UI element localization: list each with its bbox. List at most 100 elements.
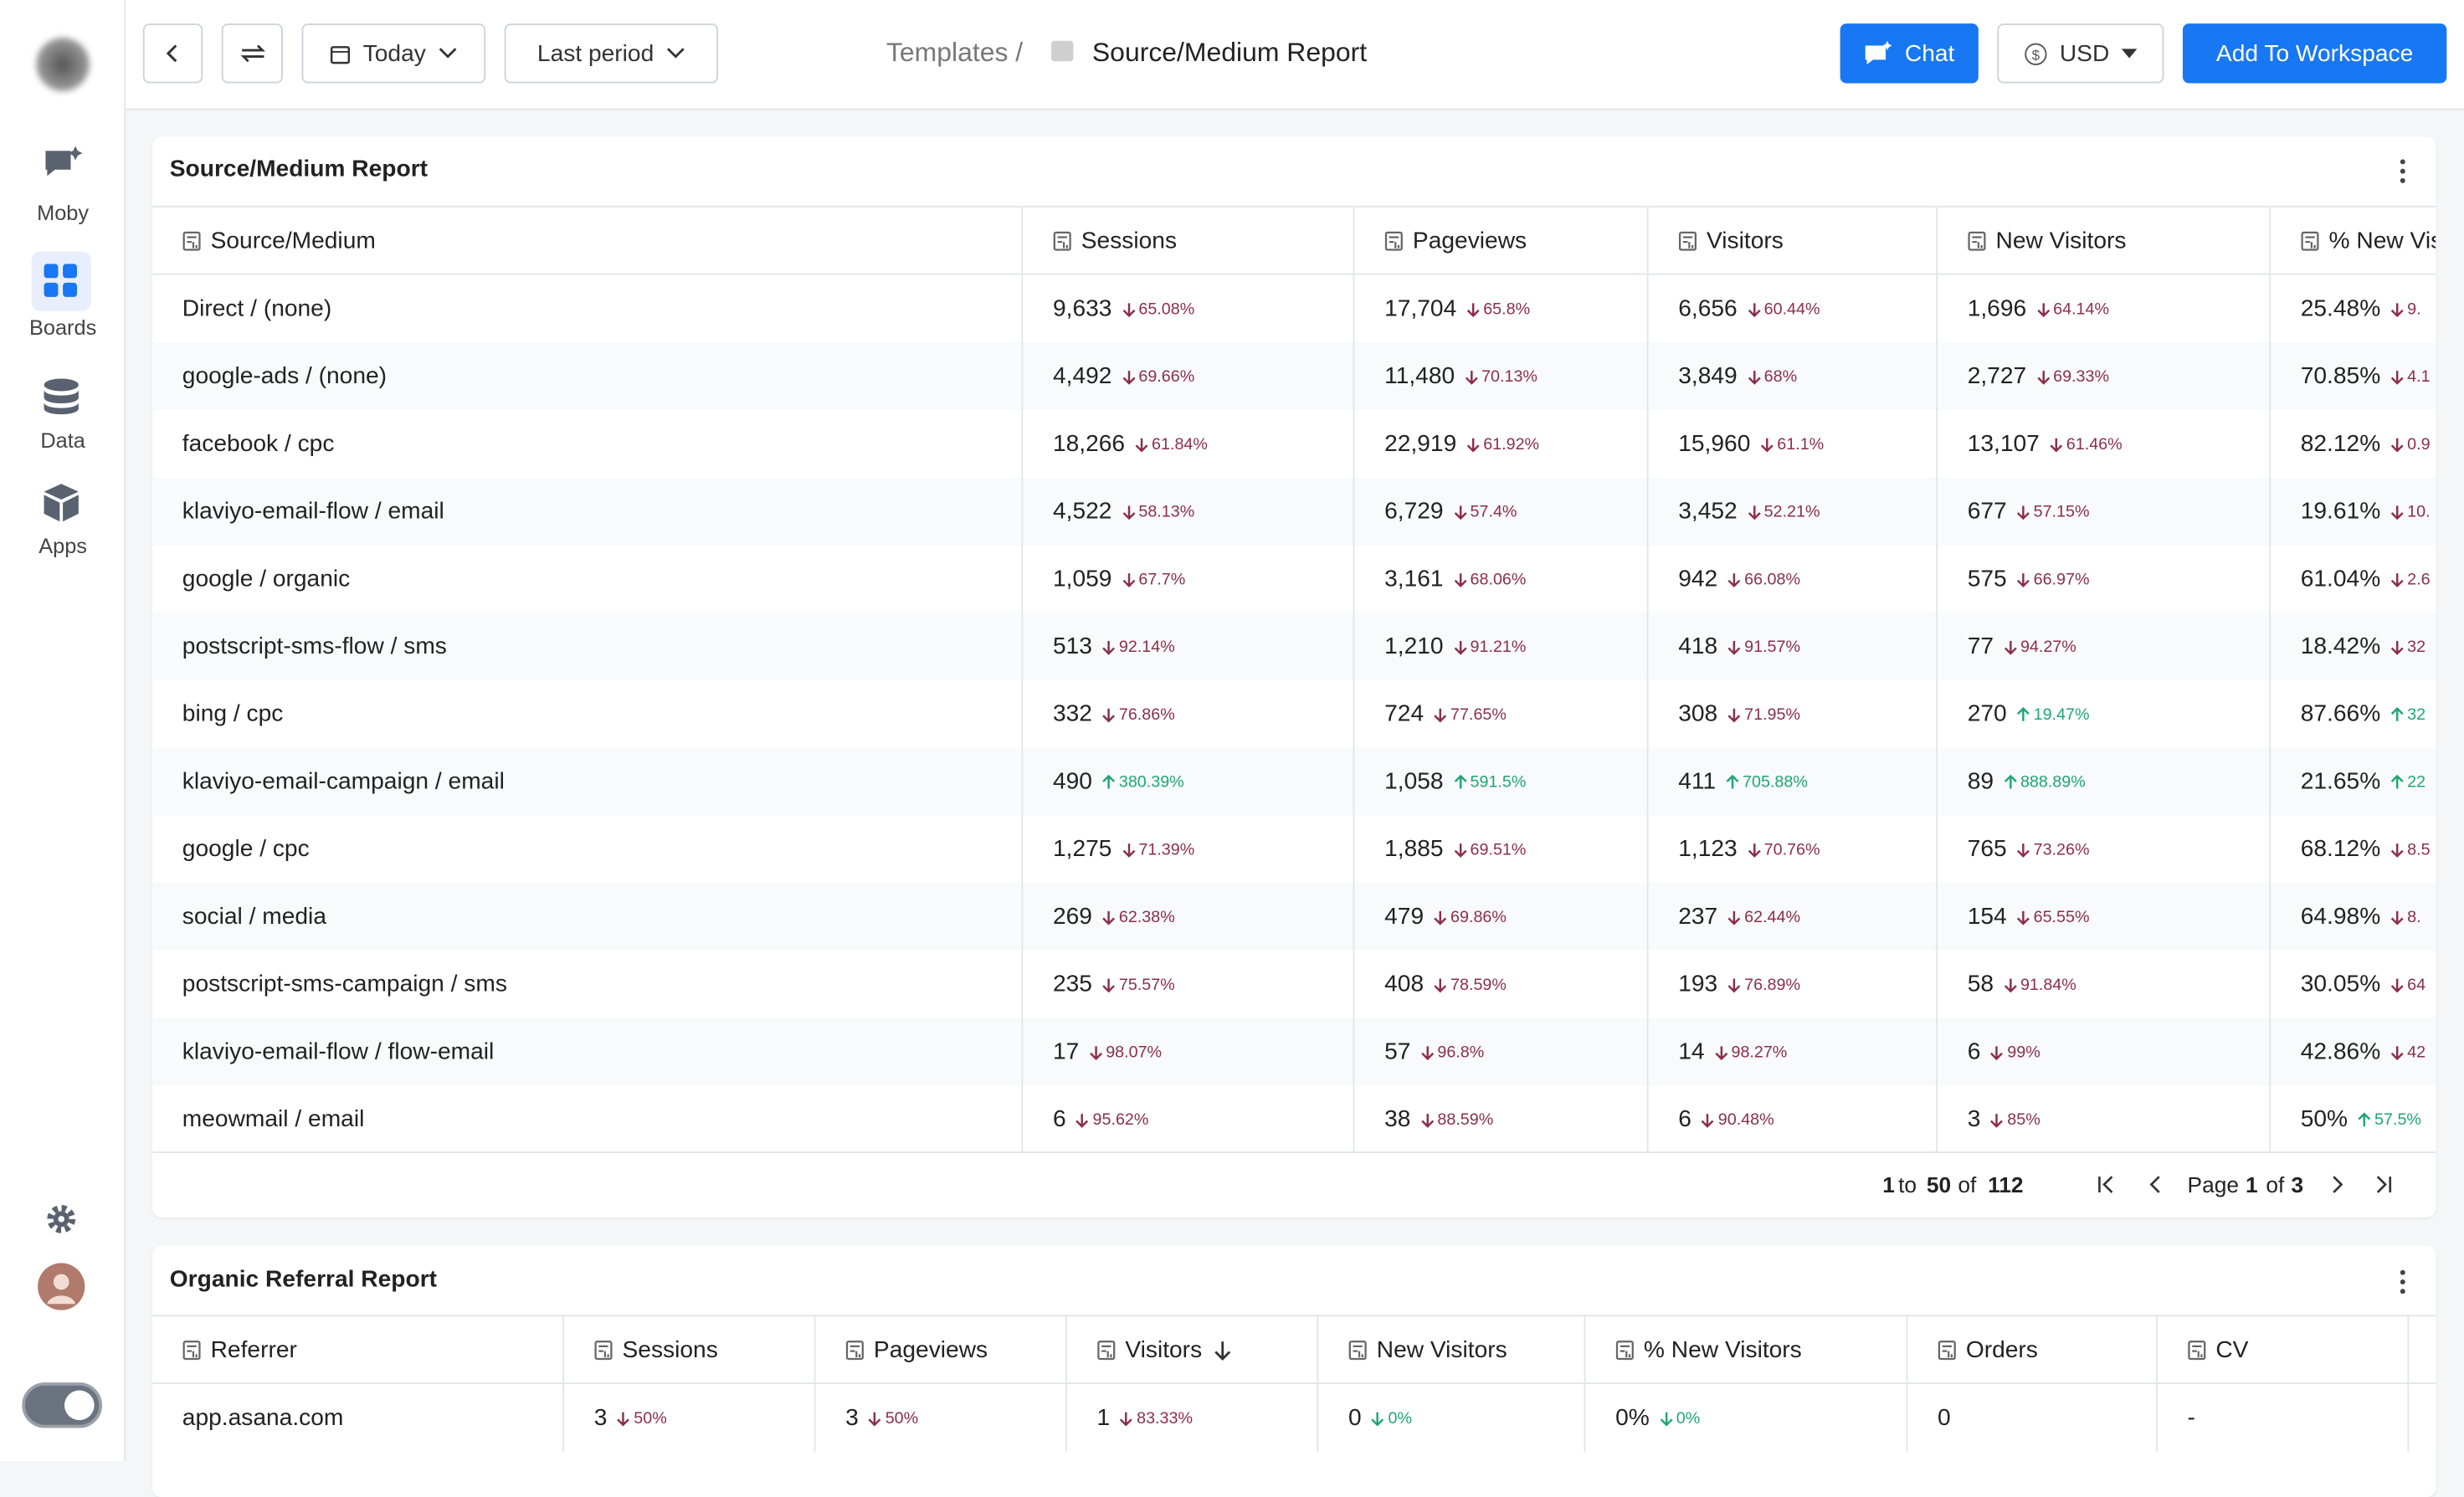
currency-dropdown[interactable]: $ USD <box>1997 23 2164 84</box>
column-label: % New Visitors <box>2328 227 2436 254</box>
table-cell: 3 50% <box>564 1383 816 1452</box>
change: 61.1% <box>1760 434 1824 454</box>
change: 98.27% <box>1714 1042 1788 1062</box>
change-value: 57.15% <box>2033 501 2090 521</box>
cell-value: 942 <box>1678 565 1718 592</box>
change: 380.39% <box>1101 772 1184 792</box>
column-header[interactable]: New Visitors <box>1318 1316 1586 1383</box>
change-value: 61.46% <box>2066 434 2123 454</box>
page-label: of <box>2266 1171 2285 1197</box>
change: 76.89% <box>1727 975 1800 993</box>
table-cell: 68.12% 8.5 <box>2271 815 2436 883</box>
column-header[interactable]: Visitors <box>1067 1316 1319 1383</box>
column-header[interactable]: New Visitors <box>1938 207 2272 274</box>
table-cell: 942 66.08% <box>1649 545 1938 613</box>
cell-value: 17 <box>1052 1038 1080 1065</box>
column-header[interactable]: Pageviews <box>815 1316 1067 1383</box>
cell-value: 575 <box>1967 565 2007 592</box>
page-count: 3 <box>2291 1171 2304 1197</box>
column-header[interactable]: % New Visitors <box>2271 208 2436 274</box>
column-header[interactable]: Pageviews <box>1354 207 1649 274</box>
change-value: 98.07% <box>1106 1042 1163 1062</box>
table-row: postscript-sms-flow / sms 513 92.14% 1,210 9… <box>152 613 2436 680</box>
cell-value: 42.86% <box>2300 1038 2381 1065</box>
change-value: 62.44% <box>1744 907 1801 926</box>
table-cell: 21.65% 22 <box>2271 748 2436 816</box>
table-cell: 332 76.86% <box>1023 679 1355 748</box>
table-cell: 1,058 591.5% <box>1354 747 1649 816</box>
back-button[interactable] <box>142 23 203 84</box>
cell-value: 64.98% <box>2300 903 2381 930</box>
table-cell: 6 95.62% <box>1023 1085 1355 1154</box>
column-header[interactable]: % New Visitors <box>1585 1316 1908 1383</box>
column-header[interactable]: Visitors <box>1649 207 1938 274</box>
table-cell: 308 71.95% <box>1649 679 1938 748</box>
change-value: 69.86% <box>1450 907 1507 926</box>
table-cell: 89 888.89% <box>1938 747 2272 816</box>
page-total: 112 <box>1988 1171 2024 1197</box>
prev-page[interactable] <box>2147 1175 2166 1194</box>
table-cell: 418 91.57% <box>1649 613 1938 680</box>
sidebar: Moby Boards Data Apps <box>0 0 126 1461</box>
cell-value: 3 <box>1967 1105 1981 1133</box>
cell-value: 19.61% <box>2300 498 2381 525</box>
column-header[interactable]: Sessions <box>564 1316 816 1383</box>
table-cell: 22,919 61.92% <box>1354 410 1649 478</box>
nav-item[interactable]: Data <box>40 428 85 453</box>
cell-value: 237 <box>1678 903 1718 930</box>
chat-button[interactable]: Chat <box>1840 23 1979 84</box>
add-workspace-button[interactable]: Add To Workspace <box>2182 23 2447 84</box>
report-card: Organic Referral Report Referrer Sessions… <box>152 1245 2436 1497</box>
column-header[interactable]: CV <box>2158 1316 2410 1383</box>
table-row: Direct / (none) 9,633 65.08% 17,704 65.8% 6,6… <box>152 274 2436 343</box>
change-value: 66.08% <box>1744 569 1801 589</box>
change-value: 71.95% <box>1744 705 1801 724</box>
row-label: google / cpc <box>152 815 1024 884</box>
page-range: 50 <box>1926 1171 1952 1197</box>
next-page[interactable] <box>2328 1175 2347 1194</box>
breadcrumb[interactable]: Templates / <box>886 38 1024 68</box>
table-cell: 19.61% 10. <box>2271 478 2436 546</box>
nav-item[interactable]: Apps <box>38 534 87 558</box>
table-cell: 4,492 69.66% <box>1023 342 1355 411</box>
report-name: Source/Medium Report <box>1091 38 1368 68</box>
avatar[interactable] <box>38 1263 85 1310</box>
change: 68.06% <box>1453 570 1526 588</box>
theme-toggle[interactable] <box>22 1382 103 1428</box>
change-value: 98.27% <box>1731 1042 1788 1062</box>
chat-label: Chat <box>1904 39 1955 67</box>
change-value: 96.8% <box>1437 1042 1485 1062</box>
date-dropdown[interactable]: Today <box>301 23 486 84</box>
cell-value: 235 <box>1052 971 1092 998</box>
settings-icon[interactable] <box>45 1203 77 1235</box>
last-page[interactable] <box>2374 1175 2394 1194</box>
cell-value: 724 <box>1384 700 1424 728</box>
change: 64.14% <box>2035 300 2109 318</box>
row-label: google / organic <box>152 545 1024 613</box>
cell-value: 3,849 <box>1678 362 1738 390</box>
first-page[interactable] <box>2097 1175 2116 1194</box>
column-header[interactable]: Orders <box>1907 1316 2158 1383</box>
compare-dropdown[interactable]: Last period <box>504 23 719 84</box>
column-header[interactable]: Source/Medium <box>152 207 1024 274</box>
table-cell: 18.42% 32 <box>2271 613 2436 680</box>
menu-icon[interactable] <box>2396 1268 2409 1296</box>
column-header[interactable]: Sessions <box>1023 207 1355 274</box>
refresh-button[interactable] <box>221 23 283 84</box>
table-cell: 1,885 69.51% <box>1354 815 1649 884</box>
nav-item[interactable]: Boards <box>28 315 97 340</box>
column-label: % New Visitors <box>1643 1336 1802 1363</box>
table-cell: 11,480 70.13% <box>1354 342 1649 411</box>
table-cell: 82.12% 0.9 <box>2271 410 2436 478</box>
table-row: bing / cpc 332 76.86% 724 77.65% 308 71.95% 270… <box>152 679 2436 748</box>
change: 90.48% <box>1701 1110 1774 1129</box>
change-value: 380.39% <box>1118 772 1184 792</box>
table-cell: 235 75.57% <box>1023 950 1355 1018</box>
menu-icon[interactable] <box>2396 157 2409 186</box>
row-label: Direct / (none) <box>152 274 1024 343</box>
change-value: 10. <box>2407 501 2431 521</box>
cell-value: 193 <box>1678 971 1718 998</box>
nav-item[interactable]: Moby <box>37 201 90 225</box>
cell-value: 4,492 <box>1052 362 1112 390</box>
column-header[interactable]: Referrer <box>152 1316 565 1383</box>
